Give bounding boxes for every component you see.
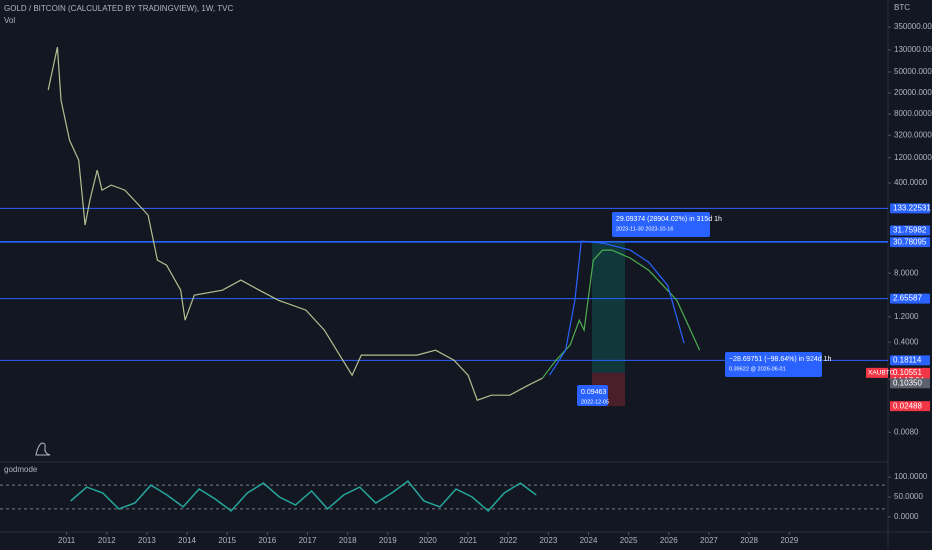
- x-tick-label: 2015: [218, 536, 236, 545]
- logo: [35, 442, 51, 456]
- x-tick-label: 2016: [258, 536, 276, 545]
- annotation-text: −28.69751 (−98.64%) in 924d 1h: [729, 356, 831, 363]
- x-tick-label: 2012: [98, 536, 116, 545]
- y-tick-label: 0.4000: [894, 337, 919, 346]
- x-tick-label: 2014: [178, 536, 196, 545]
- y-tick-label: 400.0000: [894, 178, 928, 187]
- level-label-box: [890, 237, 930, 248]
- volume-label: Vol: [4, 16, 15, 25]
- x-tick-label: 2019: [379, 536, 397, 545]
- price-label-box: [890, 401, 930, 412]
- x-tick-label: 2028: [740, 536, 758, 545]
- annotation-text: 0.09463: [581, 389, 606, 396]
- y-tick-label: 8000.0000: [894, 109, 932, 118]
- y-tick-label: 1.2000: [894, 312, 919, 321]
- level-label-box: [890, 355, 930, 366]
- x-tick-label: 2026: [660, 536, 678, 545]
- x-tick-label: 2021: [459, 536, 477, 545]
- x-tick-label: 2024: [580, 536, 598, 545]
- profit-zone: [592, 242, 625, 373]
- annotation-sub: 0.39622 @ 2026-06-01: [729, 366, 786, 372]
- x-tick-label: 2023: [539, 536, 557, 545]
- level-label: 31.75982: [893, 226, 927, 235]
- annotation-box: [725, 352, 822, 377]
- annotation-text: 29.09374 (28904.02%) in 315d 1h: [616, 216, 722, 223]
- annotation-box: [577, 385, 608, 406]
- y-tick-label: 350000.0000: [894, 22, 932, 31]
- x-tick-label: 2013: [138, 536, 156, 545]
- annotation-sub: 2022-12-05: [581, 399, 609, 405]
- level-label-box: [890, 203, 930, 214]
- y-tick-label: 0.0080: [894, 427, 919, 436]
- indicator-y-tick-label: 0.0000: [894, 512, 919, 521]
- price-label-box: [890, 378, 930, 389]
- x-tick-label: 2025: [620, 536, 638, 545]
- annotation-sub: 2023-11-30 2023-10-16: [616, 226, 673, 232]
- x-tick-label: 2020: [419, 536, 437, 545]
- price-line: [549, 240, 685, 376]
- level-label: 0.18114: [893, 356, 922, 365]
- level-label-box: [890, 293, 930, 304]
- price-label: 0.10350: [893, 378, 922, 387]
- y-tick-label: 3200.0000: [894, 130, 932, 139]
- y-tick-label: 130000.0000: [894, 45, 932, 54]
- annotation-box: [612, 212, 710, 237]
- symbol-box: [866, 367, 888, 378]
- x-tick-label: 2017: [299, 536, 317, 545]
- price-line: [47, 46, 543, 401]
- indicator-line: [70, 480, 537, 512]
- x-tick-label: 2029: [780, 536, 798, 545]
- y-tick-label: 20000.0000: [894, 88, 932, 97]
- indicator-y-tick-label: 50.0000: [894, 492, 923, 501]
- level-label: 2.65587: [893, 294, 922, 303]
- chart-title: GOLD / BITCOIN (CALCULATED BY TRADINGVIE…: [4, 4, 233, 13]
- x-tick-label: 2018: [339, 536, 357, 545]
- x-tick-label: 2011: [58, 536, 76, 545]
- level-label: 133.22531: [893, 204, 931, 213]
- price-label: 0.10551: [893, 368, 922, 377]
- price-label: 0.02488: [893, 401, 922, 410]
- y-tick-label: 8.0000: [894, 268, 919, 277]
- indicator-y-tick-label: 100.0000: [894, 472, 928, 481]
- price-line: [541, 249, 701, 379]
- x-tick-label: 2022: [499, 536, 517, 545]
- x-tick-label: 2027: [700, 536, 718, 545]
- indicator-title: godmode: [4, 465, 38, 474]
- y-tick-label: 1200.0000: [894, 153, 932, 162]
- level-label-box: [890, 225, 930, 236]
- y-tick-label: 50000.0000: [894, 67, 932, 76]
- level-label: 30.78095: [893, 237, 927, 246]
- symbol-label: XAUBTC: [868, 370, 895, 377]
- price-unit: BTC: [894, 3, 910, 12]
